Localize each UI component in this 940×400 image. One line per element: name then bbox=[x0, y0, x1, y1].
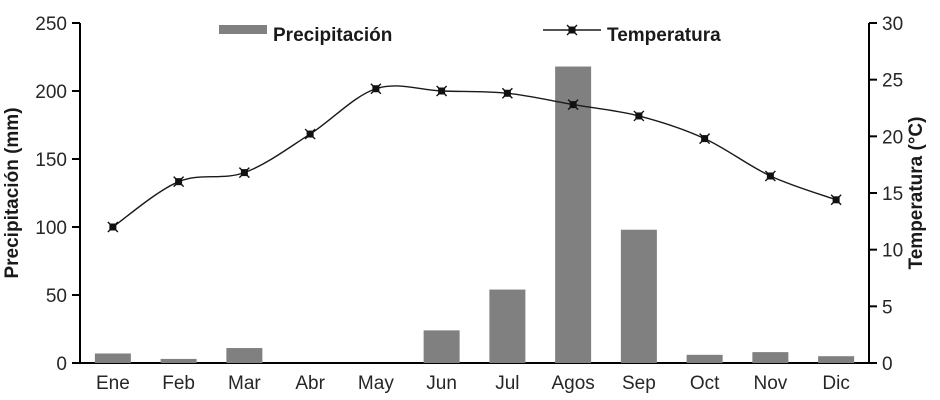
temperature-legend-marker-icon bbox=[543, 24, 601, 36]
x-tick-label-mar: Mar bbox=[228, 373, 261, 394]
temperature-line bbox=[112, 85, 837, 228]
bar-sep bbox=[620, 229, 657, 363]
x-tick-label-ene: Ene bbox=[96, 373, 130, 394]
y-left-tick-label: 250 bbox=[35, 14, 67, 35]
x-tick-label-jul: Jul bbox=[495, 373, 519, 394]
bar-agos bbox=[555, 66, 592, 364]
axes-layer: 0 50 100 150 200 250 0 5 10 15 20 25 30 bbox=[35, 14, 903, 375]
precipitation-legend-swatch-icon bbox=[219, 25, 267, 34]
bar-dic bbox=[818, 356, 855, 363]
bar-mar bbox=[226, 348, 263, 363]
temperature-marker-jun bbox=[436, 85, 448, 97]
bar-oct bbox=[686, 354, 723, 363]
bar-jul bbox=[489, 289, 526, 363]
temperature-marker-dic bbox=[830, 194, 842, 206]
temperature-marker-jul bbox=[501, 87, 513, 99]
temperature-marker-may bbox=[370, 83, 382, 95]
x-tick-label-sep: Sep bbox=[622, 373, 656, 394]
temperature-marker-agos bbox=[567, 99, 579, 111]
temperature-marker-mar bbox=[238, 167, 250, 179]
x-axis-labels: Ene Feb Mar Abr May Jun Jul Agos Sep Oct Nov Dic bbox=[96, 373, 850, 394]
line-layer bbox=[107, 83, 842, 233]
legend-temperature-label: Temperatura bbox=[607, 25, 721, 46]
y-left-tick-label: 50 bbox=[46, 286, 67, 307]
y-left-axis-title: Precipitación (mm) bbox=[2, 107, 23, 278]
y-left-tick-label: 150 bbox=[35, 150, 67, 171]
x-tick-label-may: May bbox=[358, 373, 394, 394]
temperature-marker-abr bbox=[304, 128, 316, 140]
x-tick-label-dic: Dic bbox=[822, 373, 849, 394]
y-left-tick-label: 100 bbox=[35, 218, 67, 239]
y-right-tick-label: 5 bbox=[882, 297, 893, 318]
y-right-tick-label: 10 bbox=[882, 241, 903, 262]
y-left-tick-label: 200 bbox=[35, 82, 67, 103]
x-tick-label-nov: Nov bbox=[753, 373, 787, 394]
y-right-tick-label: 25 bbox=[882, 71, 903, 92]
y-right-tick-label: 30 bbox=[882, 14, 903, 35]
legend: Precipitación Temperatura bbox=[219, 24, 721, 46]
legend-precipitation-label: Precipitación bbox=[273, 25, 392, 46]
temperature-legend-point bbox=[566, 24, 578, 36]
y-right-tick-label: 20 bbox=[882, 127, 903, 148]
x-tick-label-abr: Abr bbox=[295, 373, 325, 394]
y-right-tick-label: 0 bbox=[882, 354, 893, 375]
x-tick-label-agos: Agos bbox=[551, 373, 594, 394]
bar-feb bbox=[160, 358, 197, 363]
y-left-tick-label: 0 bbox=[56, 354, 67, 375]
y-right-axis-title: Temperatura (°C) bbox=[906, 117, 927, 270]
y-right-tick-label: 15 bbox=[882, 184, 903, 205]
bar-jun bbox=[423, 330, 460, 363]
temperature-marker-oct bbox=[699, 133, 711, 145]
bar-ene bbox=[94, 353, 131, 363]
x-tick-label-jun: Jun bbox=[426, 373, 457, 394]
bar-nov bbox=[752, 352, 789, 363]
temperature-marker-nov bbox=[764, 170, 776, 182]
temperature-marker-feb bbox=[173, 176, 185, 188]
temperature-marker-sep bbox=[633, 110, 645, 122]
x-tick-label-feb: Feb bbox=[162, 373, 195, 394]
temperature-marker-ene bbox=[107, 221, 119, 233]
x-tick-label-oct: Oct bbox=[690, 373, 720, 394]
bars-layer bbox=[94, 66, 855, 364]
